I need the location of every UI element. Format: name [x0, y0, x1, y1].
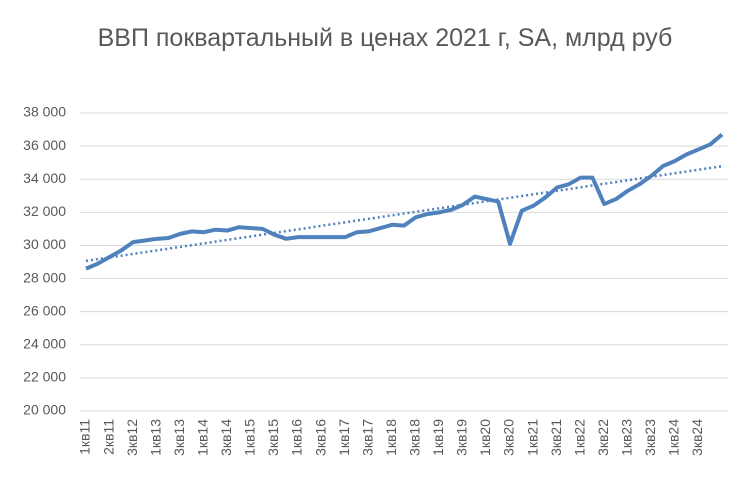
x-tick-label: 3кв24: [689, 419, 705, 456]
x-tick-label: 3кв20: [501, 419, 517, 456]
x-tick-label: 1кв11: [77, 419, 93, 455]
x-tick-label: 1кв21: [524, 419, 540, 456]
x-tick-label: 1кв23: [618, 419, 634, 456]
x-tick-label: 3кв23: [642, 419, 658, 456]
x-tick-label: 1кв22: [571, 419, 587, 456]
y-tick-label: 30 000: [23, 236, 66, 252]
x-tick-label: 1кв14: [194, 419, 210, 456]
y-tick-label: 32 000: [23, 203, 66, 219]
y-tick-label: 38 000: [23, 104, 66, 120]
x-tick-label: 3кв21: [548, 419, 564, 456]
x-tick-label: 3кв17: [359, 419, 375, 456]
y-tick-label: 28 000: [23, 269, 66, 285]
y-tick-label: 26 000: [23, 302, 66, 318]
x-tick-label: 3кв15: [265, 419, 281, 456]
x-tick-label: 1кв16: [289, 419, 305, 456]
x-tick-label: 2кв11: [100, 419, 116, 455]
x-tick-label: 3кв18: [406, 419, 422, 456]
x-tick-label: 1кв19: [430, 419, 446, 456]
y-tick-label: 34 000: [23, 170, 66, 186]
x-tick-label: 3кв16: [312, 419, 328, 456]
data-line: [85, 132, 724, 271]
x-tick-label: 1кв13: [147, 419, 163, 456]
y-tick-label: 22 000: [23, 369, 66, 385]
x-tick-label: 3кв22: [595, 419, 611, 456]
x-tick-label: 1кв24: [666, 419, 682, 456]
x-tick-label: 1кв20: [477, 419, 493, 456]
chart-title: ВВП поквартальный в ценах 2021 г, SA, мл…: [97, 24, 673, 52]
x-tick-label: 3кв13: [171, 419, 187, 456]
x-tick-label: 3кв19: [454, 419, 470, 456]
y-tick-label: 20 000: [23, 402, 66, 418]
x-tick-label: 3кв14: [218, 419, 234, 456]
x-tick-label: 1кв18: [383, 419, 399, 456]
trend-line: [85, 164, 723, 263]
y-tick-label: 24 000: [23, 335, 66, 351]
y-tick-label: 36 000: [23, 137, 66, 153]
x-tick-label: 1кв15: [242, 419, 258, 456]
x-tick-label: 1кв17: [336, 419, 352, 456]
x-tick-label: 3кв12: [124, 419, 140, 456]
